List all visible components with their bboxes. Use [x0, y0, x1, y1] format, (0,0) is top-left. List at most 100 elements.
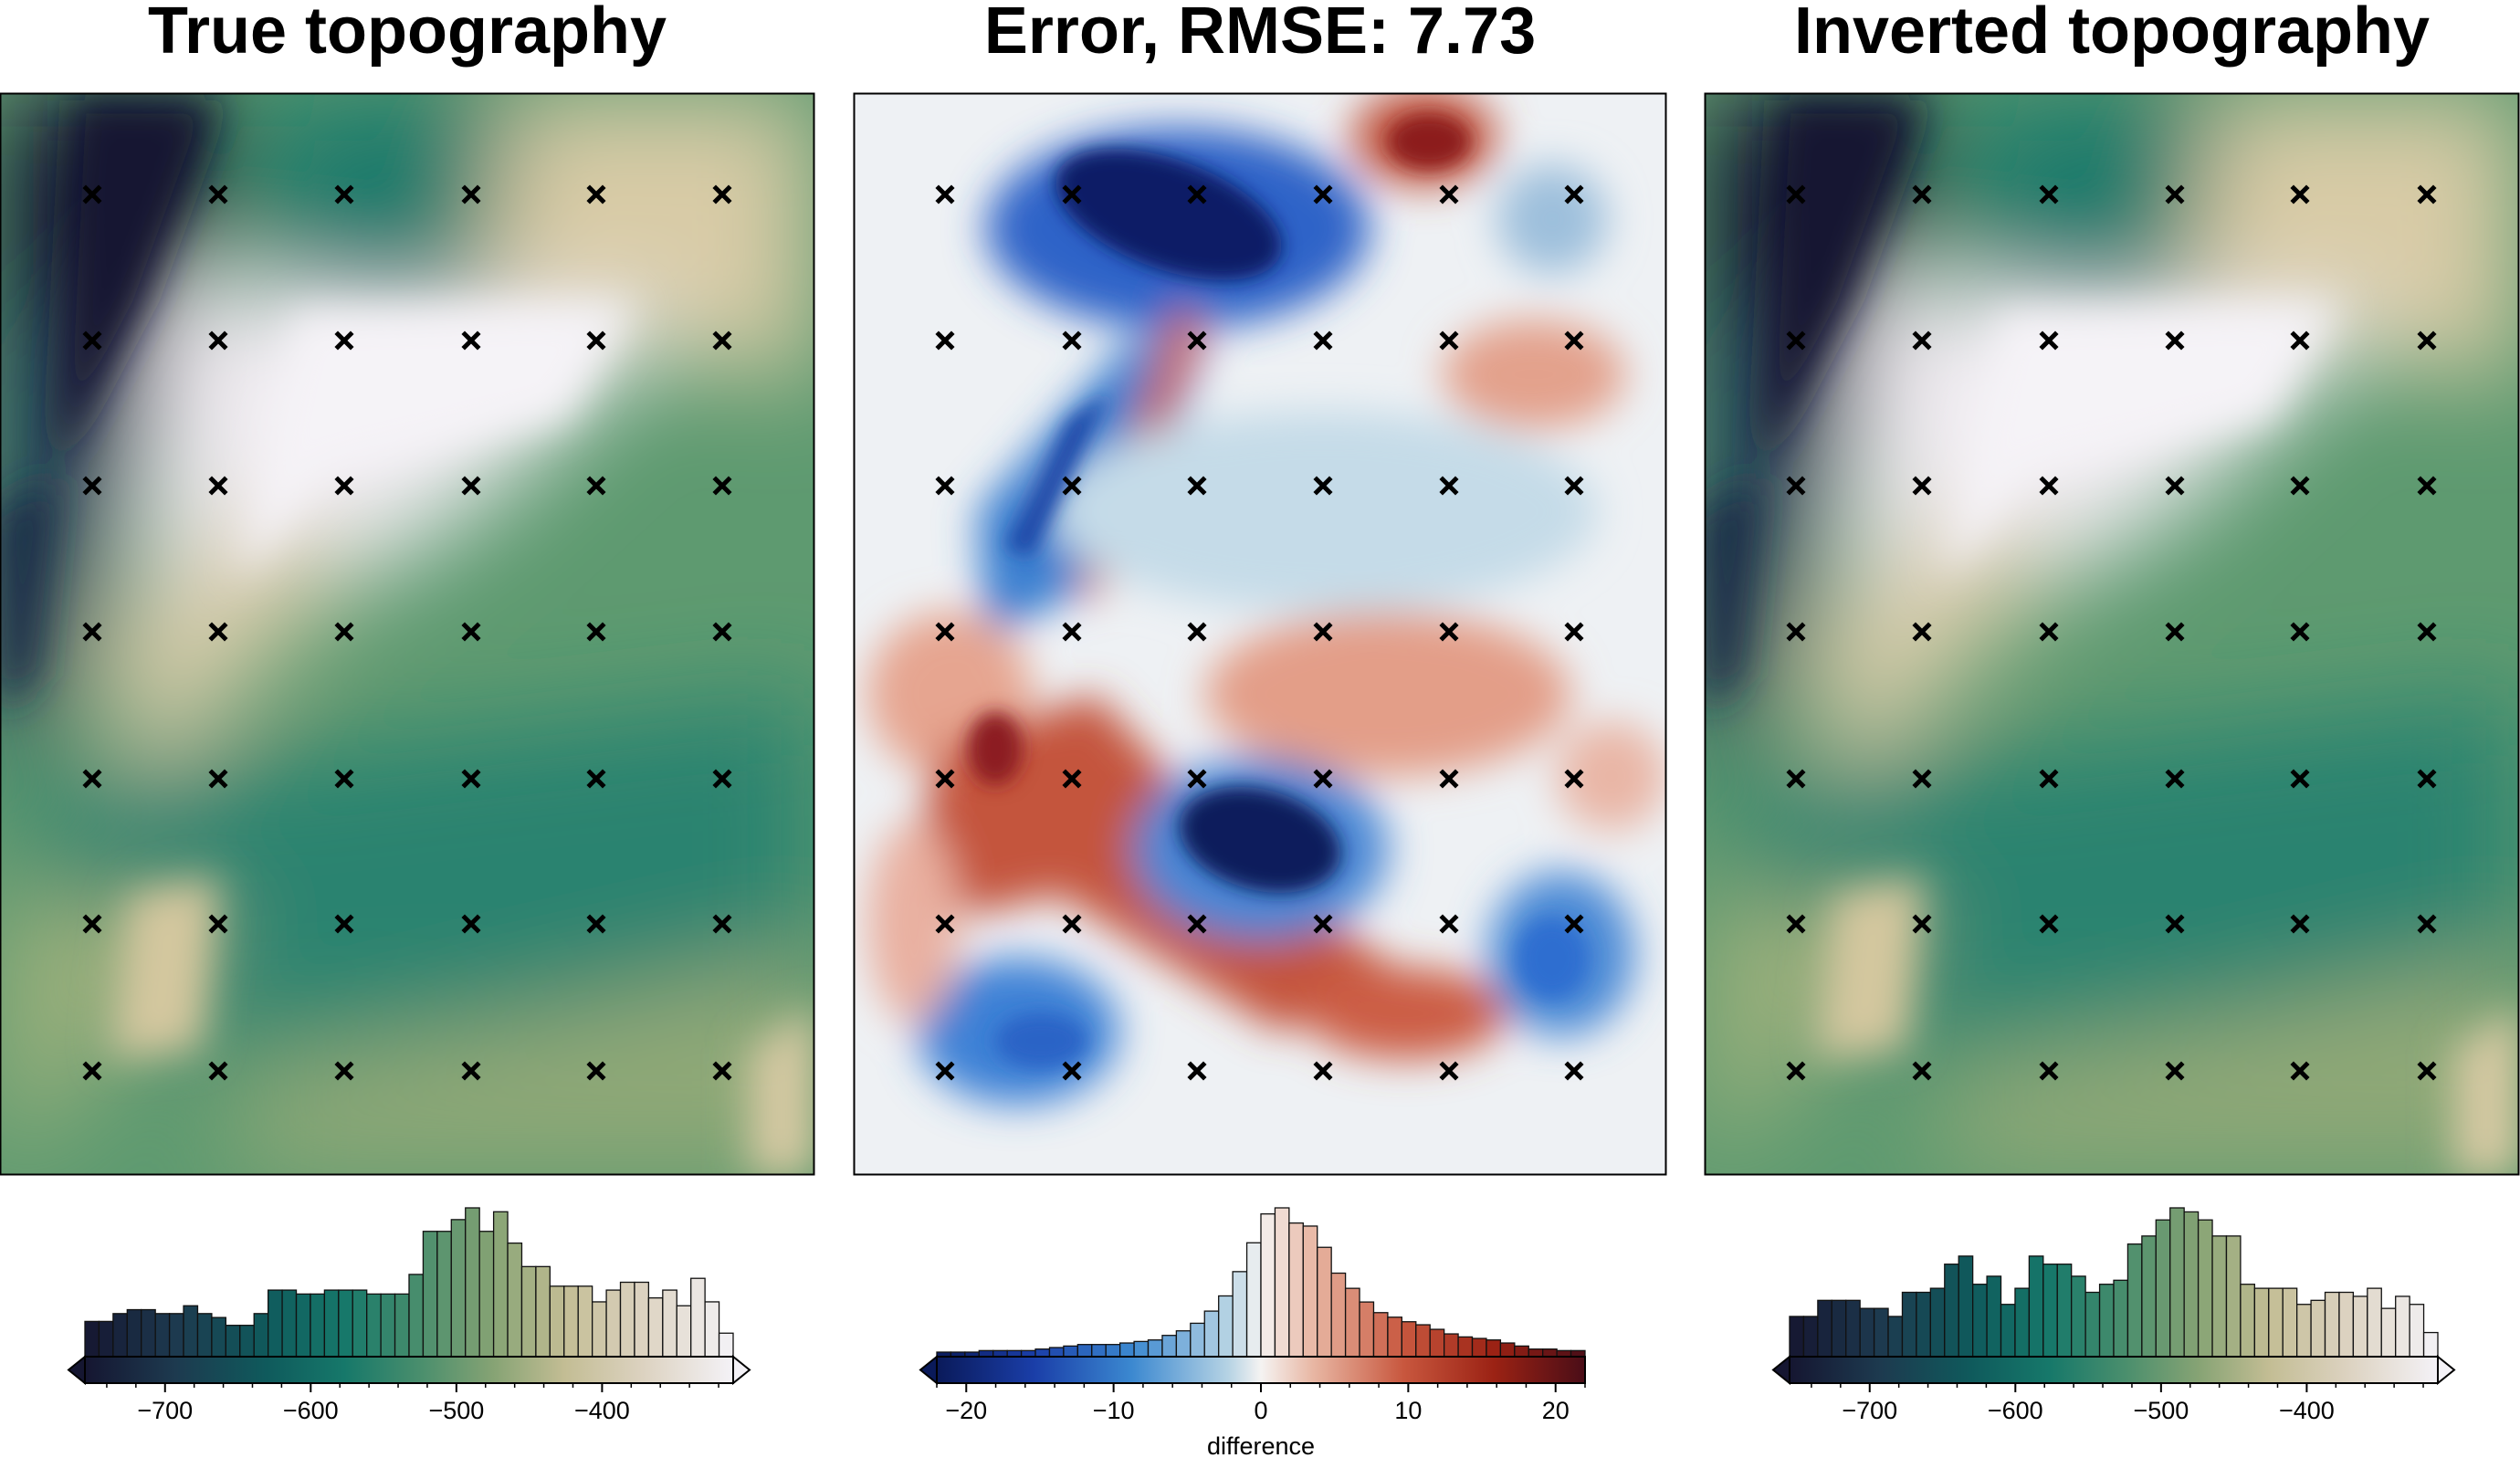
- marker-x: [1187, 769, 1207, 789]
- marker-x: [586, 769, 606, 789]
- marker-x: [1439, 914, 1459, 934]
- marker-x: [1187, 476, 1207, 496]
- marker-x: [1786, 622, 1806, 642]
- marker-x: [935, 1061, 955, 1081]
- colorbar-label: difference: [1207, 1432, 1315, 1458]
- histogram-bar: [520, 1265, 537, 1358]
- histogram-bar: [676, 1305, 692, 1358]
- marker-x: [1564, 622, 1584, 642]
- marker-x: [1313, 1061, 1333, 1081]
- histogram-bar: [1528, 1348, 1544, 1358]
- histogram-bar: [1203, 1310, 1220, 1358]
- marker-x: [334, 1061, 354, 1081]
- histogram-bar: [1873, 1307, 1889, 1358]
- histogram-bar: [634, 1281, 650, 1358]
- histogram-bar: [1091, 1344, 1107, 1358]
- histogram-bar: [2211, 1235, 2228, 1358]
- marker-x: [712, 476, 732, 496]
- histogram-bar: [2352, 1295, 2368, 1358]
- marker-x: [1786, 769, 1806, 789]
- marker-x: [1564, 1061, 1584, 1081]
- markers-inverted-topography: [1786, 184, 2437, 1081]
- marker-x: [461, 914, 481, 934]
- marker-x: [1786, 914, 1806, 934]
- marker-x: [586, 476, 606, 496]
- marker-x: [2417, 1061, 2437, 1081]
- marker-x: [208, 1061, 228, 1081]
- marker-x: [82, 184, 102, 205]
- histogram-bar: [1944, 1264, 1959, 1358]
- histogram-bar: [2028, 1255, 2044, 1358]
- histogram-bar: [1190, 1322, 1205, 1358]
- marker-x: [1564, 914, 1584, 934]
- colorbar-strip: [936, 1356, 1586, 1384]
- marker-x: [208, 622, 228, 642]
- marker-x: [1062, 1061, 1082, 1081]
- marker-x: [2417, 184, 2437, 205]
- histogram-bar: [2042, 1264, 2058, 1358]
- histogram-bar: [323, 1289, 340, 1358]
- marker-x: [712, 184, 732, 205]
- marker-x: [586, 1061, 606, 1081]
- marker-x: [208, 914, 228, 934]
- histogram-bar: [1929, 1287, 1946, 1358]
- histogram-bar: [2084, 1291, 2101, 1358]
- histogram-bar: [577, 1285, 593, 1358]
- histogram-bar: [1133, 1340, 1150, 1358]
- marker-x: [935, 622, 955, 642]
- histogram-bar: [1330, 1272, 1347, 1358]
- marker-x: [712, 1061, 732, 1081]
- histogram-bar: [1986, 1275, 2002, 1358]
- marker-x: [1439, 476, 1459, 496]
- marker-x: [461, 184, 481, 205]
- histogram-bar: [2409, 1304, 2425, 1358]
- marker-x: [2417, 476, 2437, 496]
- marker-x: [1187, 1061, 1207, 1081]
- histogram-bar: [2324, 1291, 2340, 1358]
- marker-x: [334, 769, 354, 789]
- marker-x: [2039, 769, 2059, 789]
- marker-x: [334, 622, 354, 642]
- colorbar-true-topography: −700 −600 −500 −400: [67, 1207, 751, 1424]
- marker-x: [1786, 184, 1806, 205]
- colorbar-tick-label: −600: [1988, 1397, 2043, 1424]
- histogram-bar: [1859, 1307, 1875, 1358]
- histogram-bar: [1048, 1347, 1065, 1358]
- histogram-bar: [2056, 1264, 2073, 1358]
- histogram-bar: [1542, 1348, 1558, 1358]
- histogram-bar: [549, 1285, 565, 1358]
- colorbar-tick-label: −10: [1093, 1397, 1135, 1424]
- histogram-bar: [1887, 1316, 1904, 1358]
- histogram-bar: [1429, 1328, 1445, 1358]
- marker-x: [1912, 184, 1932, 205]
- marker-x: [1187, 914, 1207, 934]
- histogram-bar: [1486, 1339, 1502, 1358]
- histogram-bar: [196, 1313, 213, 1358]
- histogram-bar: [1831, 1299, 1847, 1358]
- colorbar-tick-label: −600: [283, 1397, 339, 1424]
- histogram-bar: [718, 1332, 734, 1358]
- marker-x: [1187, 330, 1207, 351]
- colorbar-tick-label: 20: [1542, 1397, 1570, 1424]
- marker-x: [1564, 184, 1584, 205]
- histogram-bar: [605, 1289, 622, 1358]
- histogram-bar: [253, 1313, 269, 1358]
- marker-x: [712, 622, 732, 642]
- histogram-bar: [704, 1301, 720, 1358]
- histogram-bar: [422, 1231, 438, 1358]
- marker-x: [1187, 622, 1207, 642]
- marker-x: [2290, 914, 2310, 934]
- histogram-bar: [1359, 1301, 1375, 1358]
- histogram-bar: [619, 1281, 635, 1358]
- marker-x: [712, 769, 732, 789]
- colorbar-error: −20 −10 0 10 20 difference: [919, 1207, 1586, 1458]
- histogram-bar: [225, 1325, 241, 1358]
- histogram-bar: [2141, 1235, 2157, 1358]
- histogram-bar: [450, 1219, 467, 1358]
- marker-x: [1313, 769, 1333, 789]
- marker-x: [935, 769, 955, 789]
- histogram-bar: [408, 1274, 425, 1358]
- marker-x: [712, 914, 732, 934]
- heatmap-error: [854, 93, 1666, 1175]
